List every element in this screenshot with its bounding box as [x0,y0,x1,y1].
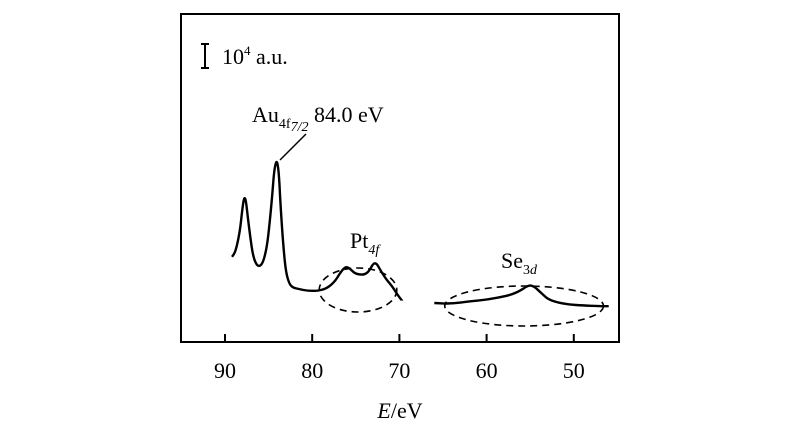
x-axis-ticks: 90 80 70 60 50 [214,334,585,383]
peak-region-ellipses [318,267,605,327]
au-leader-line [279,133,307,161]
se-region-ellipse [443,285,605,327]
x-axis-title: E/eV [376,398,422,423]
x-tick-label-80: 80 [301,358,323,383]
x-tick-label-50: 50 [563,358,585,383]
se-peak-label: Se3d [501,248,538,278]
spectrum-line-pt [316,262,404,302]
spectrum-curves [231,160,609,308]
scale-bar: 104 a.u. [201,43,288,69]
x-tick-label-90: 90 [214,358,236,383]
plot-frame [180,13,620,343]
x-tick-label-70: 70 [388,358,410,383]
spectrum-line-au [231,160,317,292]
pt-peak-label: Pt4f [350,228,381,258]
pt-region-ellipse [318,267,398,313]
x-tick-label-60: 60 [476,358,498,383]
au-peak-label: Au4f7/2 84.0 eV [252,102,384,135]
scale-bar-label: 104 a.u. [222,43,288,69]
spectrum-line-se [434,284,609,308]
